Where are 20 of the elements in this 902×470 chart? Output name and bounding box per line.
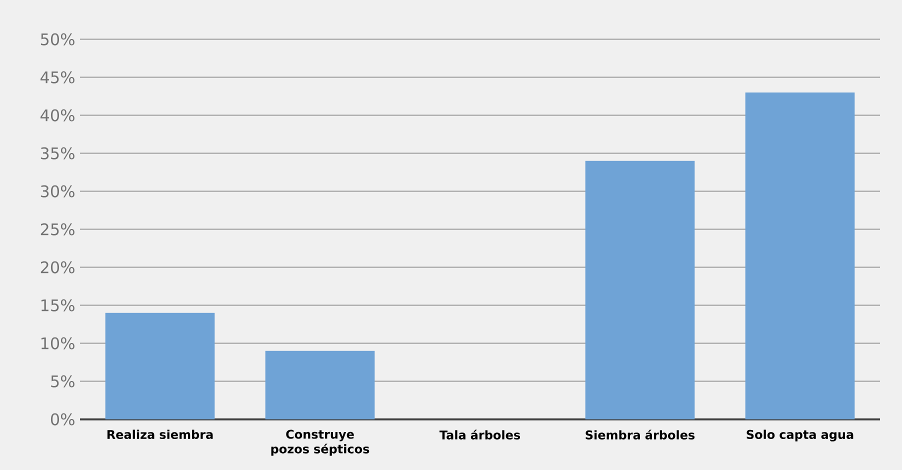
y-tick-label: 10% <box>41 337 74 350</box>
x-tick-label: Tala árboles <box>439 430 520 440</box>
y-tick-label: 25% <box>40 223 74 236</box>
y-tick-label: 15% <box>41 299 74 312</box>
y-tick-label: 30% <box>40 185 74 198</box>
bar <box>585 160 695 420</box>
x-tick-label: Solo capta agua <box>746 430 854 442</box>
bar <box>265 350 375 420</box>
bar <box>105 312 215 420</box>
y-tick-label: 5% <box>51 375 74 388</box>
x-tick-label: Realiza siembra <box>107 430 213 440</box>
y-tick-label: 40% <box>40 109 74 122</box>
y-tick-label: 0% <box>50 413 74 426</box>
y-tick-label: 45% <box>40 71 74 84</box>
y-tick-label: 20% <box>40 261 74 274</box>
x-tick-label: Siembra árboles <box>586 430 695 440</box>
x-tick-label: Construye pozos sépticos <box>271 430 370 456</box>
bar <box>745 92 855 420</box>
y-tick-label: 35% <box>40 147 74 160</box>
y-tick-label: 50% <box>40 33 74 46</box>
